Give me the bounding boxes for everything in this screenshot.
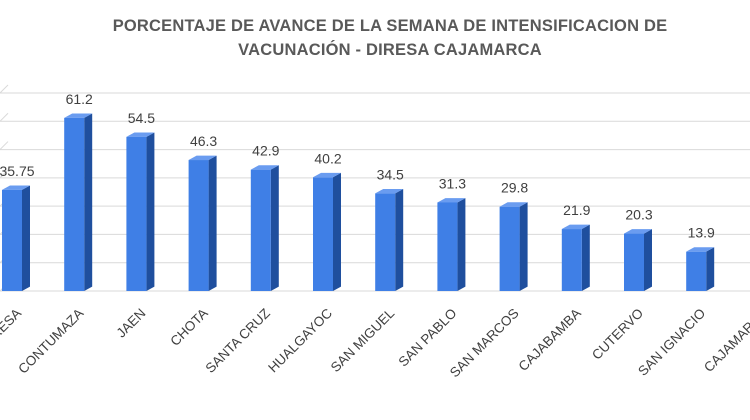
bar [375,193,396,291]
bar-side [519,202,528,291]
bar-top [499,202,528,207]
bar-top [64,113,93,118]
bar-top [188,155,217,161]
category-label: JAEN [114,306,149,341]
chart-title-line-1: PORCENTAJE DE AVANCE DE LA SEMANA DE INT… [112,17,668,35]
bar-top [126,132,155,137]
bar-top [686,247,715,252]
value-label: 29.8 [501,180,528,196]
bar [126,136,147,291]
value-label: 34.5 [377,166,404,182]
bar [624,233,644,291]
bar-top [250,165,279,170]
category-label: SANTA CRUZ [203,306,273,376]
bar-side [208,155,217,291]
bar [250,169,271,291]
gridline-depth [0,84,9,94]
category-label: SAN IGNACIO [635,306,708,379]
bar-side [333,172,341,291]
gridline-depth [0,112,9,122]
value-label: 42.9 [252,143,279,159]
value-label: 61.2 [66,91,93,107]
value-label: 21.9 [563,202,590,218]
bar-top [624,229,652,234]
category-label: CAJABAMBA [515,306,583,374]
category-label: HUALGAYOC [265,305,335,375]
chart-title-line-2: VACUNACIÓN - DIRESA CAJAMARCA [238,41,542,59]
value-label: 13.9 [688,225,715,241]
bar-side [270,165,279,291]
bar-side [581,224,590,291]
value-label: 20.3 [625,207,652,223]
bar-top [437,198,466,203]
bar [686,251,707,291]
category-label: CUTERVO [589,306,646,363]
value-label: 46.3 [190,133,217,149]
bar-side [457,198,466,291]
category-label: CONTUMAZA [15,306,86,377]
gridline-depth [0,141,9,150]
bar [188,160,209,291]
value-label: 31.3 [439,175,466,191]
bar [2,189,22,291]
bar-side [84,113,93,292]
category-label: CHOTA [167,306,210,349]
value-label: 40.2 [314,150,341,166]
bars [2,113,715,292]
bar [437,202,458,291]
bar-top [375,189,404,194]
bar [499,206,520,291]
category-label: SAN PABLO [396,306,460,370]
bar [561,229,582,291]
bar-top [313,172,341,178]
category-label: SAN MIGUEL [328,305,398,375]
bar-top [2,185,30,190]
bar-side [706,247,715,291]
bar-side [146,132,155,291]
value-label: 54.5 [128,110,155,126]
bar-side [644,229,652,291]
category-label: CAJAMARCA [701,306,750,375]
bar-top [561,224,590,230]
chart-title: PORCENTAJE DE AVANCE DE LA SEMANA DE INT… [0,14,750,62]
category-label: DIRESA [0,306,24,352]
bar [64,117,85,292]
bar-side [22,185,30,291]
value-labels: 35.75 61.2 54.5 46.3 42.9 40.2 34.5 31.3 29.8 21.… [0,91,715,241]
gridline-depth [0,169,9,179]
bar-side [395,189,404,291]
bar [313,177,333,291]
value-label: 35.75 [0,163,35,179]
